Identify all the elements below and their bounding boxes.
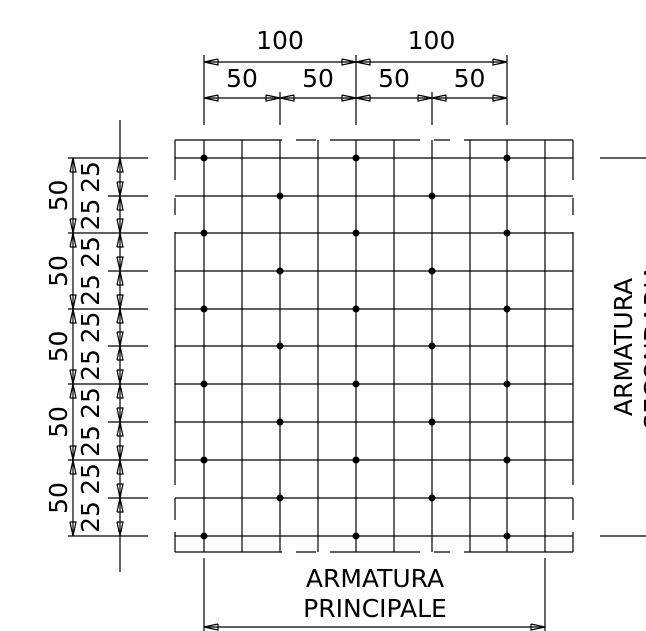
arrow: [69, 294, 77, 310]
bar-dot: [200, 532, 208, 540]
bar-dot: [200, 305, 208, 313]
arrow: [116, 459, 124, 475]
dimension-text: 100: [408, 26, 456, 55]
bar-dot: [503, 229, 511, 237]
arrow: [530, 623, 546, 631]
arrow: [203, 94, 219, 102]
bar-dot: [428, 267, 436, 275]
dimension-text: 50: [44, 180, 73, 212]
arrow: [69, 308, 77, 324]
bar-dot: [428, 342, 436, 350]
arrow: [116, 407, 124, 423]
bar-dot: [200, 380, 208, 388]
dimension-text: 25: [76, 274, 105, 306]
arrow: [417, 94, 433, 102]
arrow: [116, 181, 124, 197]
arrow: [116, 445, 124, 461]
arrow: [265, 94, 281, 102]
bar-dot: [200, 456, 208, 464]
bar-dot: [276, 494, 284, 502]
arrow: [116, 369, 124, 385]
bar-dot: [276, 418, 284, 426]
dimension-text: 25: [76, 236, 105, 268]
bar-dot: [352, 456, 360, 464]
bar-dot: [503, 532, 511, 540]
dimension-text: 50: [44, 255, 73, 287]
bar-dot: [503, 456, 511, 464]
bar-dot: [200, 229, 208, 237]
bar-dot: [352, 532, 360, 540]
label: ARMATURA: [306, 564, 444, 593]
bar-dot: [352, 154, 360, 162]
arrow: [116, 270, 124, 286]
dimension-text: 25: [76, 312, 105, 344]
bar-dot: [352, 229, 360, 237]
dimension-text: 50: [378, 64, 410, 93]
arrow: [116, 421, 124, 437]
arrow: [341, 94, 357, 102]
arrow: [116, 195, 124, 211]
dimension-text: 100: [256, 26, 304, 55]
arrow: [492, 58, 508, 66]
bar-dot: [428, 494, 436, 502]
dimension-text: 25: [76, 425, 105, 457]
bar-dot: [352, 305, 360, 313]
arrow: [355, 58, 371, 66]
arrow: [203, 58, 219, 66]
arrow: [341, 58, 357, 66]
arrow: [116, 308, 124, 324]
bar-dot: [276, 192, 284, 200]
bar-dot: [428, 418, 436, 426]
arrow: [69, 459, 77, 475]
arrow: [431, 94, 447, 102]
dimension-text: 25: [76, 387, 105, 419]
arrow: [492, 94, 508, 102]
dimension-text: 50: [302, 64, 334, 93]
arrow: [279, 94, 295, 102]
arrow: [116, 256, 124, 272]
dimension-text: 25: [76, 349, 105, 381]
arrow: [116, 232, 124, 248]
arrow: [116, 345, 124, 361]
arrow: [69, 157, 77, 173]
arrow: [355, 94, 371, 102]
dimension-text: 50: [44, 406, 73, 438]
dimension-text: 25: [76, 463, 105, 495]
bar-dot: [503, 380, 511, 388]
arrow: [69, 521, 77, 537]
bar-dot: [276, 342, 284, 350]
dimension-text: 50: [44, 331, 73, 363]
dimension-text: 50: [454, 64, 486, 93]
arrow: [203, 623, 219, 631]
bar-dot: [503, 154, 511, 162]
arrow: [69, 369, 77, 385]
arrow: [116, 157, 124, 173]
dimension-text: 50: [226, 64, 258, 93]
arrow: [69, 383, 77, 399]
label: SECONDARIA: [639, 264, 646, 429]
arrow: [69, 218, 77, 234]
dimension-text: 50: [44, 482, 73, 514]
label: ARMATURA: [609, 278, 638, 416]
arrow: [69, 232, 77, 248]
bar-dot: [503, 305, 511, 313]
arrow: [116, 218, 124, 234]
arrow: [116, 383, 124, 399]
bar-dot: [276, 267, 284, 275]
bar-dot: [200, 154, 208, 162]
arrow: [116, 294, 124, 310]
bar-dot: [352, 380, 360, 388]
arrow: [69, 445, 77, 461]
dimension-text: 25: [76, 501, 105, 533]
arrow: [116, 497, 124, 513]
label: PRINCIPALE: [303, 594, 447, 623]
dimension-text: 25: [76, 199, 105, 231]
bar-dot: [428, 192, 436, 200]
arrow: [116, 483, 124, 499]
dimension-text: 25: [76, 161, 105, 193]
arrow: [116, 331, 124, 347]
arrow: [116, 521, 124, 537]
